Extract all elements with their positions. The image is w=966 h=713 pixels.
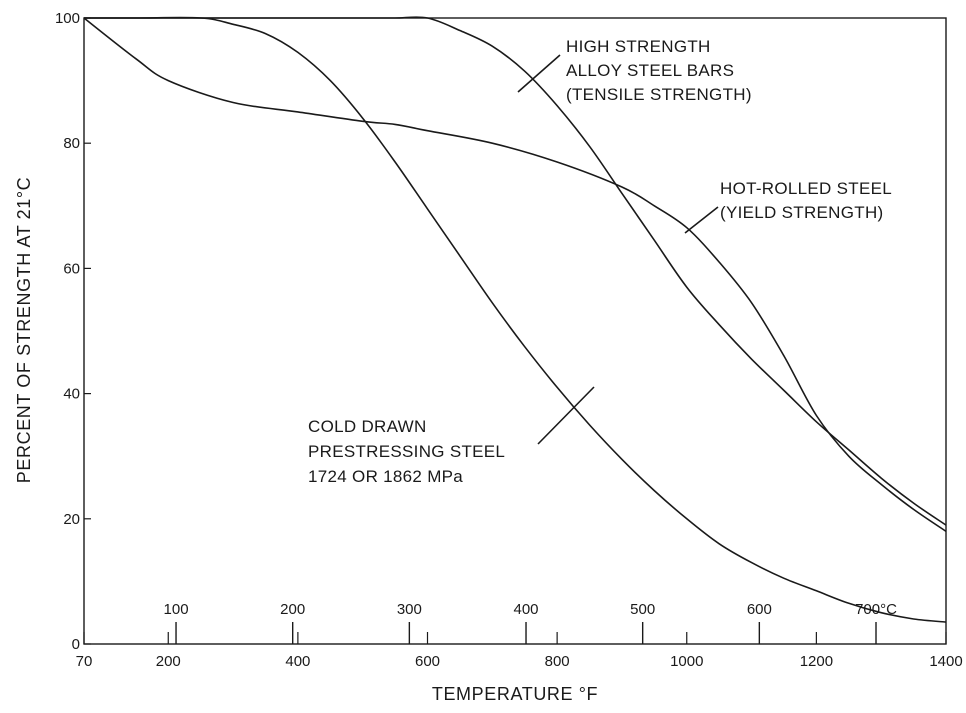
leader-line-hot — [684, 206, 719, 234]
celsius-tick-label: 400 — [514, 601, 539, 618]
y-axis-title: PERCENT OF STRENGTH AT 21°C — [14, 177, 34, 483]
x-tick-label: 400 — [285, 653, 310, 670]
y-axis-ticks: 0 20 40 60 80 100 — [55, 10, 91, 653]
x-tick-label: 600 — [415, 653, 440, 670]
y-tick-label: 20 — [63, 511, 80, 528]
x-axis-title: TEMPERATURE °F — [432, 684, 598, 704]
plot-frame — [83, 17, 947, 645]
y-tick-label: 60 — [63, 260, 80, 277]
annotation-hot-rolled: HOT-ROLLED STEEL (YIELD STRENGTH) — [720, 179, 896, 222]
y-tick-label: 80 — [63, 135, 80, 152]
x-tick-label: 1000 — [670, 653, 703, 670]
leader-line-alloy — [517, 54, 561, 93]
annotation-alloy: HIGH STRENGTH ALLOY STEEL BARS (TENSILE … — [566, 37, 752, 104]
series-line-cold-drawn — [84, 16, 947, 623]
celsius-tick-label: 100 — [164, 601, 189, 618]
y-tick-label: 40 — [63, 386, 80, 403]
series-line-hot-rolled — [83, 17, 947, 532]
annotation-cold-drawn: COLD DRAWN PRESTRESSING STEEL 1724 OR 18… — [308, 417, 510, 486]
leader-line-cold — [537, 386, 595, 445]
x-tick-label: 800 — [545, 653, 570, 670]
series-line-high-strength-alloy — [84, 16, 947, 526]
x-tick-label: 1200 — [800, 653, 833, 670]
celsius-tick-label: 600 — [747, 601, 772, 618]
celsius-tick-label: 200 — [280, 601, 305, 618]
x-axis-ticks: 70 200 400 600 800 1000 1200 1400 — [76, 632, 963, 670]
x-tick-label: 70 — [76, 653, 93, 670]
celsius-axis-ticks: 100 200 300 400 500 600 700°C — [164, 601, 897, 644]
y-tick-label: 100 — [55, 10, 80, 27]
x-tick-label: 1400 — [929, 653, 962, 670]
y-tick-label: 0 — [72, 636, 80, 653]
x-tick-label: 200 — [156, 653, 181, 670]
celsius-tick-label: 300 — [397, 601, 422, 618]
celsius-tick-label: 500 — [630, 601, 655, 618]
